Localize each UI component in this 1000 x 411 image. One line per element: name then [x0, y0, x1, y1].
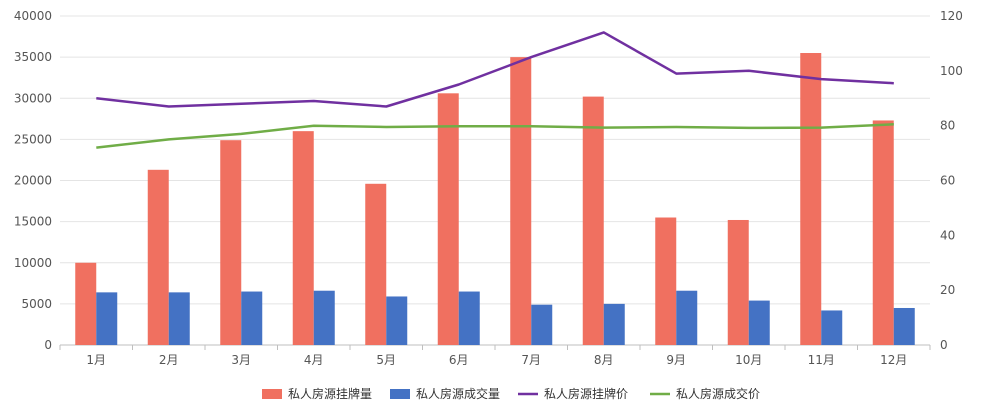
bar-deal-volume	[748, 300, 770, 345]
bar-listing-volume	[147, 169, 169, 345]
y-axis-right: 0 20 40 60 80 100 120	[940, 9, 963, 352]
bar-listing-volume	[727, 219, 749, 345]
line-deal-price	[96, 123, 894, 149]
y-left-tick-label: 35000	[14, 50, 52, 64]
legend-item: 私人房源成交量	[390, 386, 500, 401]
y-right-tick-label: 20	[940, 283, 955, 297]
grid	[60, 15, 930, 346]
legend-label: 私人房源成交量	[416, 386, 500, 401]
y-right-tick-label: 120	[940, 9, 963, 23]
bar-deal-volume	[96, 292, 118, 345]
y-right-tick-label: 80	[940, 119, 955, 133]
bar-deal-volume	[168, 292, 190, 345]
bar-deal-volume	[313, 290, 335, 345]
x-tick-label: 4月	[304, 353, 324, 367]
x-tick-label: 10月	[735, 353, 762, 367]
y-left-tick-label: 5000	[21, 297, 52, 311]
x-axis: 1月 2月 3月 4月 5月 6月 7月 8月 9月 10月 11月 12月	[59, 344, 931, 367]
bar-listing-volume	[872, 120, 894, 346]
y-right-tick-label: 0	[940, 338, 948, 352]
legend-swatch	[262, 389, 282, 399]
bar-listing-volume	[292, 131, 314, 345]
bar-deal-volume	[458, 291, 480, 345]
x-tick-label: 5月	[376, 353, 396, 367]
y-left-tick-label: 0	[44, 338, 52, 352]
bar-listing-volume	[510, 57, 532, 345]
x-tick-label: 2月	[159, 353, 179, 367]
line-listing-price	[96, 31, 894, 108]
legend-label: 私人房源成交价	[676, 386, 760, 401]
x-tick-label: 12月	[880, 353, 907, 367]
legend-item: 私人房源成交价	[650, 386, 760, 401]
legend-label: 私人房源挂牌价	[544, 386, 628, 401]
y-right-tick-label: 100	[940, 64, 963, 78]
legend-item: 私人房源挂牌量	[262, 386, 372, 401]
bar-deal-volume	[241, 291, 263, 345]
bar-listing-volume	[220, 140, 242, 345]
x-tick-label: 3月	[231, 353, 251, 367]
bar-deal-volume	[821, 310, 843, 345]
bar-deal-volume	[603, 303, 625, 345]
bar-listing-volume	[365, 183, 387, 345]
y-right-tick-label: 60	[940, 174, 955, 188]
bar-listing-volume	[655, 217, 677, 345]
y-left-tick-label: 40000	[14, 9, 52, 23]
bars	[75, 53, 915, 346]
x-tick-label: 6月	[449, 353, 469, 367]
bar-deal-volume	[676, 290, 698, 345]
legend: 私人房源挂牌量 私人房源成交量 私人房源挂牌价 私人房源成交价	[262, 386, 760, 401]
y-left-tick-label: 10000	[14, 256, 52, 270]
bar-listing-volume	[437, 93, 459, 345]
lines	[96, 31, 894, 149]
x-tick-label: 1月	[86, 353, 106, 367]
y-right-tick-label: 40	[940, 228, 955, 242]
bar-deal-volume	[386, 296, 408, 345]
legend-swatch	[390, 389, 410, 399]
y-left-tick-label: 30000	[14, 91, 52, 105]
y-axis-left: 0 5000 10000 15000 20000 25000 30000 35000 40000	[14, 9, 52, 352]
x-tick-label: 8月	[594, 353, 614, 367]
x-tick-label: 11月	[808, 353, 835, 367]
bar-listing-volume	[75, 262, 97, 345]
legend-label: 私人房源挂牌量	[288, 386, 372, 401]
legend-item: 私人房源挂牌价	[518, 386, 628, 401]
y-left-tick-label: 15000	[14, 215, 52, 229]
bar-deal-volume	[531, 304, 553, 345]
bar-deal-volume	[893, 307, 915, 345]
x-tick-label: 7月	[521, 353, 541, 367]
bar-listing-volume	[800, 53, 822, 345]
y-left-tick-label: 25000	[14, 132, 52, 146]
x-tick-label: 9月	[666, 353, 686, 367]
bar-listing-volume	[582, 96, 604, 345]
y-left-tick-label: 20000	[14, 174, 52, 188]
